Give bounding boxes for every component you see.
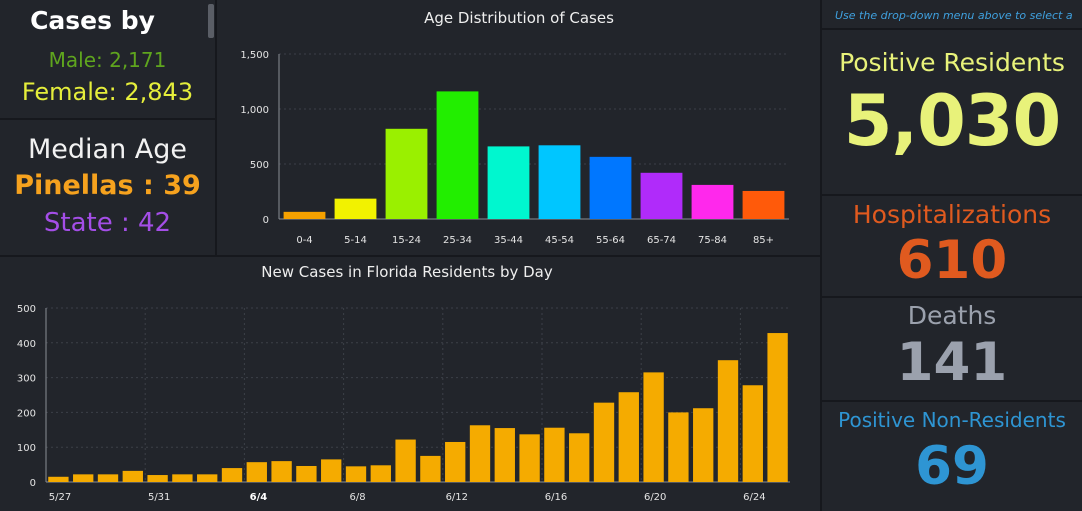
daily-bar-5/28 (73, 474, 94, 482)
daily-bar-6/11 (420, 455, 441, 482)
x-tick-label: 6/16 (545, 492, 567, 503)
female-count: Female: 2,843 (21, 78, 194, 106)
age-bar-45-54 (538, 145, 581, 219)
daily-bar-5/31 (147, 475, 168, 482)
daily-bar-6/18 (593, 402, 615, 482)
x-tick-label: 0-4 (296, 235, 312, 246)
median-age-county: Pinellas : 39 (14, 170, 201, 201)
daily-bar-6/2 (197, 474, 218, 482)
daily-bar-6/22 (693, 408, 714, 482)
positive-residents-panel: Positive Residents 5,030 (822, 30, 1082, 194)
non-residents-label: Positive Non-Residents (838, 408, 1066, 432)
age-bar-5-14 (334, 198, 377, 219)
chart-title: Age Distribution of Cases (424, 9, 614, 27)
age-bar-0-4 (283, 211, 326, 219)
y-tick-label: 300 (17, 374, 36, 385)
x-tick-label: 6/8 (350, 492, 366, 503)
daily-cases-panel: New Cases in Florida Residents by Day 0 10… (0, 257, 820, 511)
y-tick-label: 1,000 (240, 105, 269, 116)
age-bar-75-84 (691, 184, 734, 219)
age-distribution-panel: Age Distribution of Cases 0 500 1,000 1,500 0… (217, 0, 820, 255)
scrollbar-thumb[interactable] (208, 4, 214, 38)
daily-bar-6/4 (246, 462, 267, 482)
daily-bar-6/21 (668, 412, 689, 482)
median-age-title: Median Age (27, 134, 187, 165)
y-tick-label: 1,500 (240, 50, 269, 61)
daily-bar-6/24 (742, 385, 763, 482)
x-tick-label: 15-24 (392, 235, 421, 246)
daily-bar-6/3 (221, 468, 243, 482)
age-bar-55-64 (589, 156, 632, 219)
age-bar-25-34 (436, 91, 479, 219)
x-tick-label: 85+ (753, 235, 774, 246)
chart-title: New Cases in Florida Residents by Day (261, 263, 553, 281)
y-tick-label: 500 (17, 304, 36, 315)
daily-bar-6/12 (445, 441, 466, 482)
y-tick-label: 100 (17, 443, 36, 454)
daily-bar-6/7 (321, 459, 342, 482)
positive-residents-value: 5,030 (843, 80, 1061, 162)
daily-bar-5/30 (122, 470, 143, 482)
hospitalizations-value: 610 (896, 230, 1008, 291)
median-age-state: State : 42 (43, 208, 172, 238)
daily-bar-6/17 (569, 433, 590, 482)
daily-bar-6/23 (717, 360, 739, 482)
x-tick-label: 5/27 (49, 492, 71, 503)
daily-bar-6/10 (395, 439, 416, 482)
daily-bar-6/6 (296, 465, 317, 482)
age-bar-35-44 (487, 146, 530, 219)
x-tick-label: 6/20 (644, 492, 666, 503)
x-tick-label: 65-74 (647, 235, 676, 246)
daily-bar-6/25 (767, 333, 788, 482)
x-tick-label: 55-64 (596, 235, 625, 246)
x-tick-label: 6/12 (446, 492, 468, 503)
y-tick-label: 500 (250, 160, 269, 171)
instruction-panel: Use the drop-down menu above to select a (822, 0, 1082, 28)
daily-bar-6/9 (370, 465, 391, 482)
daily-bar-6/16 (544, 427, 565, 482)
daily-bar-6/20 (643, 372, 664, 482)
daily-bar-5/27 (48, 476, 69, 482)
x-tick-label: 6/24 (743, 492, 765, 503)
non-residents-panel: Positive Non-Residents 69 (822, 402, 1082, 511)
deaths-panel: Deaths 141 (822, 298, 1082, 400)
y-tick-label: 200 (17, 408, 36, 419)
x-tick-label: 5/31 (148, 492, 170, 503)
x-tick-label: 45-54 (545, 235, 574, 246)
cases-by-title: Cases by (30, 6, 155, 35)
daily-bar-6/14 (494, 428, 515, 482)
positive-residents-label: Positive Residents (839, 48, 1065, 77)
x-tick-label: 25-34 (443, 235, 472, 246)
age-bar-65-74 (640, 172, 683, 219)
x-tick-label: 35-44 (494, 235, 523, 246)
age-bar-85+ (742, 190, 785, 219)
daily-bar-6/15 (519, 434, 540, 482)
daily-bar-6/8 (345, 466, 367, 482)
daily-bar-5/29 (97, 474, 119, 482)
age-distribution-chart: Age Distribution of Cases 0 500 1,000 1,500 0… (240, 9, 789, 246)
age-bar-15-24 (385, 128, 428, 219)
deaths-value: 141 (896, 332, 1008, 393)
y-tick-label: 0 (30, 478, 36, 489)
x-tick-label: 6/4 (250, 492, 268, 503)
deaths-label: Deaths (907, 301, 997, 330)
y-tick-label: 400 (17, 339, 36, 350)
male-count: Male: 2,171 (48, 48, 167, 72)
x-tick-label: 75-84 (698, 235, 727, 246)
y-tick-label: 0 (263, 215, 269, 226)
daily-bar-6/5 (271, 461, 292, 482)
daily-cases-chart: New Cases in Florida Residents by Day 0 10… (17, 263, 790, 503)
hospitalizations-label: Hospitalizations (852, 200, 1052, 229)
instruction-text: Use the drop-down menu above to select a (835, 9, 1073, 22)
hospitalizations-panel: Hospitalizations 610 (822, 196, 1082, 296)
x-tick-label: 5-14 (344, 235, 367, 246)
daily-bar-6/13 (469, 425, 491, 482)
daily-bar-6/19 (618, 392, 639, 482)
median-age-panel: Median Age Pinellas : 39 State : 42 (0, 120, 215, 255)
daily-bar-6/1 (172, 474, 193, 482)
cases-by-panel: Cases by Male: 2,171 Female: 2,843 (0, 0, 215, 118)
non-residents-value: 69 (915, 436, 989, 497)
